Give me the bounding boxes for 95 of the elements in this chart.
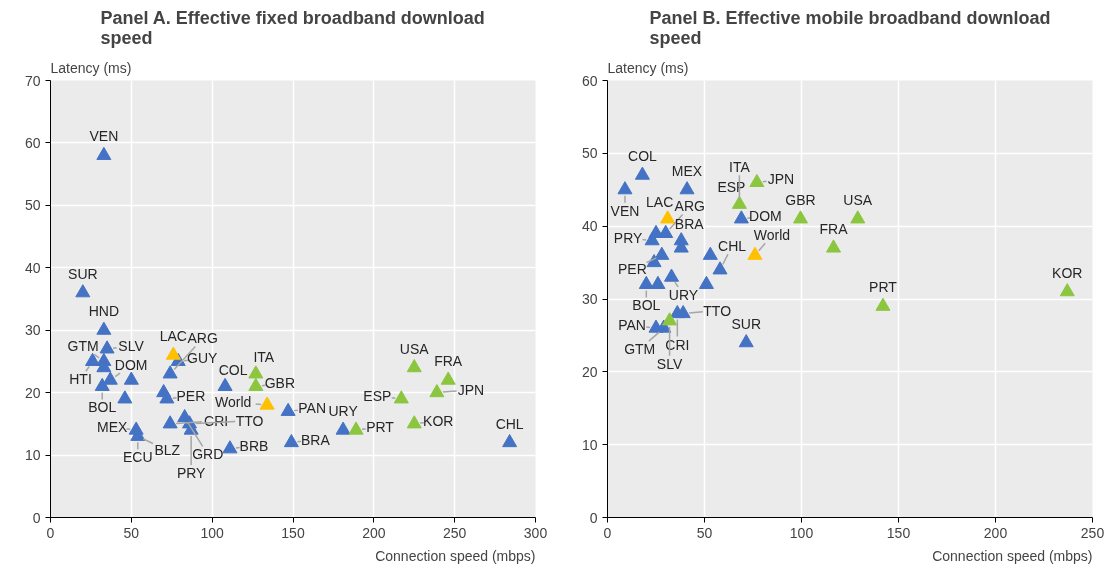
x-tick-label: 200 [983,524,1008,541]
annotation: BRA [300,431,331,448]
annotation: VEN [610,202,640,219]
x-tick-label: 100 [200,524,225,541]
x-tick-label: 50 [696,524,713,541]
annotation: FRA [819,221,849,238]
annotation: HTI [69,371,92,388]
y-tick-label: 20 [24,384,41,401]
annotation: ARG [674,198,705,215]
annotation: BLZ [154,442,181,459]
y-axis-title: Latency (ms) [607,59,689,76]
annotation: KOR [423,412,454,429]
x-tick-label: 250 [442,524,467,541]
annotation: DOM [749,207,782,224]
annotation: PAN [618,317,646,334]
x-tick-label: 150 [281,524,305,541]
annotation: PER [617,261,647,278]
annotation: JPN [767,171,795,188]
annotation: SLV [118,337,145,354]
y-tick-label: 70 [24,72,41,89]
annotation: ITA [729,159,751,176]
annotation: COL [628,148,658,165]
annotation: ITA [253,349,275,366]
annotation: PAN [298,400,327,417]
annotation: KOR [1052,264,1083,281]
y-axis-title: Latency (ms) [50,59,132,76]
annotation: World [753,227,791,244]
annotation: TTO [703,302,732,319]
x-tick-label: 100 [789,524,814,541]
y-tick-label: 10 [581,436,598,453]
annotation: GUY [187,350,219,367]
annotation: USA [399,340,430,357]
annotation: GTM [624,341,656,358]
annotation: CRI [665,336,690,353]
annotation: SUR [68,265,98,282]
annotation: SLV [656,355,683,372]
y-tick-label: 50 [581,145,598,162]
x-tick-label: 0 [603,524,612,541]
x-axis-title: Connection speed (mbps) [375,547,536,564]
y-tick-label: 40 [581,218,598,235]
annotation: HND [88,303,120,320]
annotation: PRY [176,465,207,482]
annotation: MEX [97,419,129,436]
annotation: LAC [646,194,674,211]
x-tick-label: 250 [1080,524,1105,541]
annotation: DOM [114,357,148,374]
annotation: FRA [434,353,463,370]
annotation: ARG [187,330,218,347]
annotation: GRD [192,446,224,463]
y-tick-label: 60 [581,72,598,89]
annotation: MEX [671,162,703,179]
annotation: PER [176,387,206,404]
y-tick-label: 10 [24,447,41,464]
annotation: COL [218,361,248,378]
annotation: CRI [204,412,229,429]
annotation: URY [328,403,359,420]
x-tick-label: 300 [523,524,548,541]
y-tick-label: 40 [24,259,41,276]
annotation: CHL [495,415,524,432]
annotation: BOL [88,399,117,416]
annotation: ESP [363,387,392,404]
annotation: ECU [123,449,153,466]
y-tick-label: 30 [24,322,41,339]
annotation: PRT [366,419,395,436]
chart-title: Panel A. Effective fixed broadband download speed [100,7,485,48]
y-tick-label: 30 [581,291,598,307]
annotation: JPN [457,381,485,398]
annotation: ESP [717,179,746,196]
annotation: USA [843,191,873,208]
x-axis-title: Connection speed (mbps) [932,547,1093,564]
annotation: BRB [239,437,269,454]
x-tick-label: 0 [46,524,55,541]
annotation: GBR [264,375,295,392]
annotation: BOL [632,297,661,314]
x-tick-label: 50 [123,524,140,541]
x-tick-label: 150 [886,524,911,541]
annotation: World [214,394,252,411]
annotation: SUR [731,315,761,332]
annotation: LAC [159,328,187,345]
annotation: PRY [613,229,644,246]
annotation: TTO [235,412,264,429]
annotation: VEN [89,128,119,145]
annotation: GTM [67,338,99,355]
annotation: BRA [674,215,705,232]
annotation: URY [668,286,699,303]
annotation: GBR [785,191,816,208]
chart-title: Panel B. Effective mobile broadband download speed [649,7,1051,48]
annotation: CHL [718,238,747,255]
y-tick-label: 0 [589,509,598,526]
y-tick-label: 50 [24,197,41,214]
annotation: PRT [869,279,898,296]
x-tick-label: 200 [362,524,386,541]
y-tick-label: 60 [24,134,41,151]
y-tick-label: 0 [32,509,41,526]
y-tick-label: 20 [581,363,598,380]
